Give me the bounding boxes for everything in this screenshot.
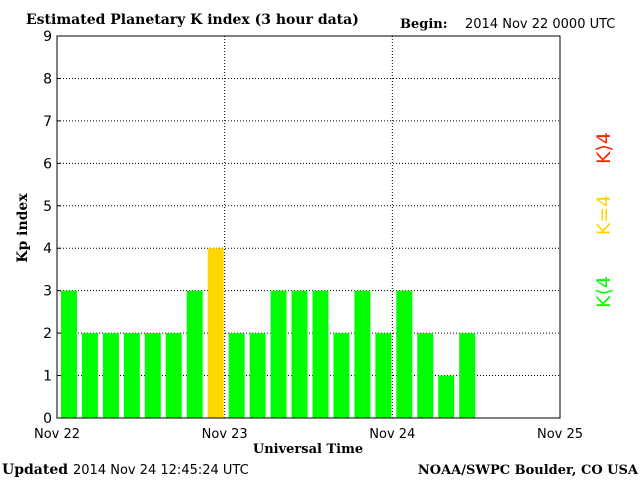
- kp-bar: [102, 333, 119, 418]
- chart-title: Estimated Planetary K index (3 hour data…: [26, 12, 359, 28]
- axes: [56, 35, 561, 419]
- kp-bar: [438, 375, 455, 418]
- kp-bar: [144, 333, 161, 418]
- kp-bar: [375, 333, 392, 418]
- plot-frame: [56, 35, 561, 419]
- y-tick-label: 5: [43, 199, 52, 215]
- kp-bar: [354, 290, 371, 418]
- y-tick-label: 2: [43, 326, 52, 342]
- kp-bar: [165, 333, 182, 418]
- y-tick-label: 7: [43, 114, 52, 130]
- y-tick-label: 0: [43, 411, 52, 427]
- y-tick-label: 4: [43, 241, 52, 257]
- x-tick-label: Nov 22: [34, 427, 80, 442]
- kp-bar: [333, 333, 350, 418]
- y-tick-label: 1: [43, 369, 52, 385]
- grid-lines: [57, 36, 560, 418]
- source-credit: NOAA/SWPC Boulder, CO USA: [418, 463, 639, 478]
- x-axis-label: Universal Time: [253, 442, 363, 457]
- y-tick-label: 6: [43, 156, 52, 172]
- kp-bar: [249, 333, 266, 418]
- y-tick-label: 3: [43, 284, 52, 300]
- y-tick-labels: 0 1 2 3 4 5 6 7 8 9: [43, 29, 52, 427]
- y-axis-label: Kp index: [15, 193, 31, 263]
- y-tick-label: 8: [43, 71, 52, 87]
- x-tick-labels: Nov 22 Nov 23 Nov 24 Nov 25: [34, 427, 583, 442]
- kp-bar: [81, 333, 98, 418]
- kp-bar: [186, 290, 203, 418]
- updated-label: Updated: [2, 462, 68, 478]
- legend-k-equal-4: K=4: [593, 195, 615, 235]
- kp-bar: [291, 290, 308, 418]
- kp-bar: [207, 248, 224, 418]
- legend-k-greater-4: K⟩4: [593, 132, 615, 164]
- bars: [61, 248, 476, 418]
- x-tick-label: Nov 24: [369, 427, 415, 442]
- x-tick-label: Nov 23: [202, 427, 248, 442]
- kp-bar: [396, 290, 413, 418]
- kp-bar: [459, 333, 476, 418]
- kp-bar: [123, 333, 140, 418]
- y-tick-label: 9: [43, 29, 52, 45]
- begin-label: Begin:: [400, 17, 448, 32]
- kp-bar: [270, 290, 287, 418]
- begin-value: 2014 Nov 22 0000 UTC: [465, 17, 615, 32]
- kp-bar: [228, 333, 245, 418]
- updated-value: 2014 Nov 24 12:45:24 UTC: [73, 463, 249, 478]
- kp-bar: [61, 290, 77, 418]
- kp-bar: [312, 290, 329, 418]
- x-tick-label: Nov 25: [537, 427, 583, 442]
- legend-k-less-4: K⟨4: [593, 276, 615, 308]
- kp-bar: [417, 333, 434, 418]
